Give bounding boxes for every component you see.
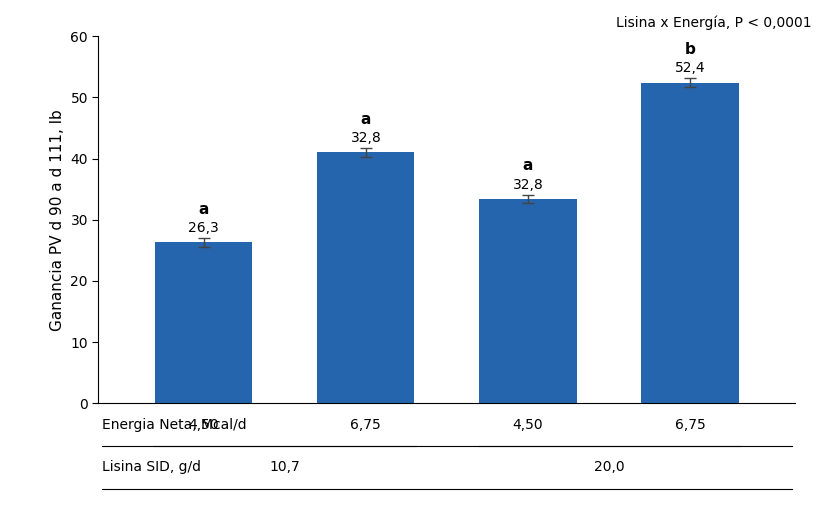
Text: a: a (360, 112, 370, 127)
Text: 4,50: 4,50 (188, 418, 219, 432)
Text: Lisina x Energía, P < 0,0001: Lisina x Energía, P < 0,0001 (615, 16, 811, 30)
Text: 6,75: 6,75 (350, 418, 381, 432)
Text: b: b (684, 42, 695, 57)
Y-axis label: Ganancia PV d 90 a d 111, lb: Ganancia PV d 90 a d 111, lb (50, 109, 65, 330)
Text: 6,75: 6,75 (674, 418, 704, 432)
Text: 4,50: 4,50 (512, 418, 543, 432)
Text: Energia Neta, Mcal/d: Energia Neta, Mcal/d (102, 418, 246, 432)
Text: 32,8: 32,8 (512, 177, 543, 192)
Bar (155, 242, 252, 403)
Text: a: a (198, 202, 209, 217)
Bar (317, 153, 414, 403)
Text: a: a (523, 158, 532, 173)
Text: 26,3: 26,3 (188, 221, 219, 235)
Text: 52,4: 52,4 (674, 62, 704, 75)
Text: 10,7: 10,7 (269, 461, 300, 475)
Bar (479, 199, 576, 403)
Text: 20,0: 20,0 (593, 461, 623, 475)
Bar (640, 83, 738, 403)
Text: 32,8: 32,8 (350, 131, 381, 145)
Text: Lisina SID, g/d: Lisina SID, g/d (102, 461, 201, 475)
